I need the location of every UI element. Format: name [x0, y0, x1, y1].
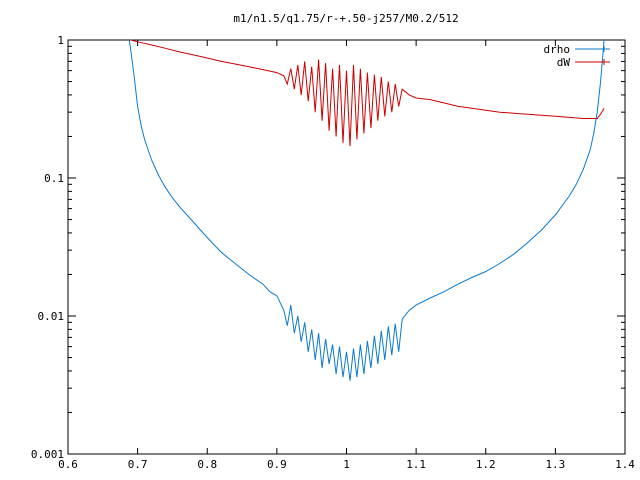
series-layer — [128, 39, 605, 381]
x-tick-label: 0.7 — [128, 458, 148, 471]
x-tick-label: 0.9 — [267, 458, 287, 471]
x-tick-label: 0.6 — [58, 458, 78, 471]
y-tick-label: 0.001 — [31, 448, 64, 461]
legend-label-drho: drho — [544, 43, 571, 56]
chart-title: m1/n1.5/q1.75/r-+.50-j257/M0.2/512 — [233, 12, 458, 25]
y-tick-label: 0.01 — [38, 310, 65, 323]
series-line-dW — [130, 39, 605, 147]
x-axis: 0.6 0.7 0.8 0.9 1 1.1 1.2 1.3 1.4 — [58, 40, 635, 471]
x-tick-label: 1.2 — [476, 458, 496, 471]
x-tick-label: 1 — [343, 458, 350, 471]
y-tick-label: 1 — [57, 34, 64, 47]
x-tick-label: 1.1 — [406, 458, 426, 471]
x-tick-label: 1.3 — [545, 458, 565, 471]
series-line-drho — [128, 39, 605, 381]
x-tick-label: 0.8 — [197, 458, 217, 471]
x-tick-label: 1.4 — [615, 458, 635, 471]
legend-label-dW: dW — [557, 56, 571, 69]
y-axis: 1 0.1 0.01 0.001 — [31, 34, 625, 461]
y-tick-label: 0.1 — [44, 172, 64, 185]
plot-frame — [67, 39, 626, 455]
